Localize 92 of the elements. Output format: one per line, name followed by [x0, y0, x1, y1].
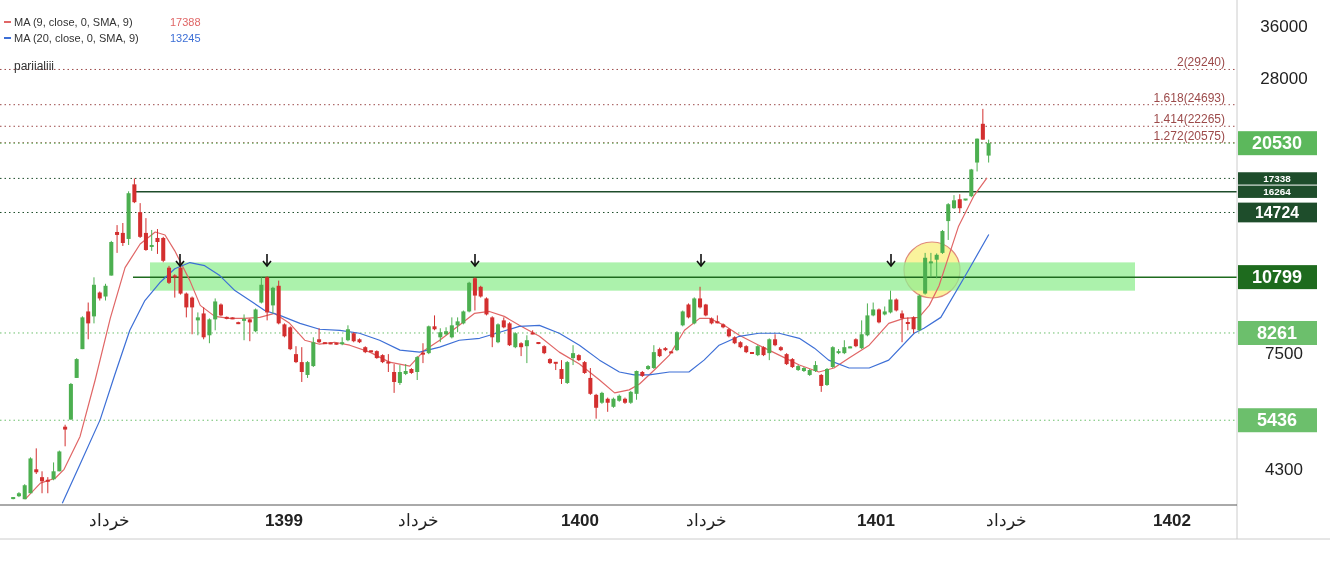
line-series: [24, 177, 988, 500]
candlestick: [242, 313, 247, 341]
candlestick: [213, 297, 218, 331]
candlestick: [830, 345, 835, 369]
candlestick: [420, 342, 425, 364]
candlestick: [34, 447, 39, 475]
candlestick: [161, 236, 166, 263]
candlestick: [195, 311, 200, 336]
ref-line-label: 14724: [1255, 203, 1300, 221]
candlestick: [524, 334, 529, 364]
ref-line-label: 5436: [1256, 410, 1298, 431]
candlestick: [444, 326, 449, 336]
candlestick: [571, 344, 576, 366]
candlestick: [946, 202, 951, 241]
candlestick: [594, 393, 599, 420]
candlestick: [270, 286, 275, 314]
candlestick: [507, 321, 512, 347]
candlestick: [986, 139, 991, 164]
candlestick: [172, 273, 177, 299]
legend-label: MA (20, close, 0, SMA, 9): [14, 32, 139, 44]
candlestick: [63, 424, 68, 447]
candlestick: [565, 360, 570, 385]
candlestick: [132, 177, 137, 204]
candlestick: [773, 333, 778, 347]
x-tick-label: 1399: [265, 511, 303, 530]
candlestick: [299, 346, 304, 383]
line-series: [61, 233, 990, 504]
candlestick: [674, 330, 679, 352]
candlestick: [184, 292, 189, 318]
candlestick: [397, 364, 402, 386]
x-tick-label: 1402: [1153, 511, 1191, 530]
candlestick: [900, 309, 905, 343]
annotation: 1.272(20575): [1153, 128, 1225, 143]
candlestick: [207, 317, 212, 344]
candlestick: [115, 224, 120, 254]
annotation: 1.414(22265): [1153, 112, 1225, 127]
y-tick-label: 36000: [1260, 17, 1308, 37]
candlestick: [767, 337, 772, 361]
candlestick: [957, 193, 962, 214]
candlestick: [392, 363, 397, 394]
candlestick: [247, 317, 252, 342]
annotation: 1.618(24693): [1153, 90, 1225, 105]
candlestick: [86, 302, 91, 340]
candlestick: [975, 137, 980, 172]
x-tick-label: 1401: [857, 511, 895, 530]
candlestick: [495, 322, 501, 344]
candlestick: [449, 316, 454, 339]
annotation: 2(29240): [1176, 55, 1225, 70]
ref-line-label: 17338: [1263, 172, 1292, 184]
candlestick: [259, 276, 264, 304]
y-tick-label: 4300: [1265, 460, 1303, 480]
candlestick: [415, 355, 420, 381]
candlestick: [484, 296, 489, 316]
candlestick: [155, 228, 160, 255]
candlestick: [634, 370, 639, 401]
candlestick: [490, 315, 495, 348]
ref-line-label: 10799: [1251, 267, 1303, 288]
candlestick: [190, 296, 195, 335]
y-tick-label: 7500: [1265, 344, 1303, 364]
candlestick: [288, 325, 293, 351]
ref-line-label: 16264: [1263, 185, 1292, 197]
annotation: 17388: [170, 16, 201, 28]
candlestick: [143, 217, 148, 252]
candlestick: [472, 276, 477, 311]
candlestick: [698, 286, 703, 310]
candlestick: [940, 229, 945, 255]
annotation: pariialiii: [14, 59, 55, 73]
legend-label: MA (9, close, 0, SMA, 9): [14, 16, 133, 28]
y-tick-label: 28000: [1260, 69, 1308, 89]
ref-line-label: 20530: [1251, 133, 1303, 154]
candlestick: [934, 252, 939, 279]
annotation: 13245: [170, 32, 201, 44]
x-tick-label: خرداد: [397, 511, 439, 531]
candlestick: [317, 327, 322, 344]
candlestick: [651, 344, 656, 370]
candlestick: [166, 265, 172, 285]
candlestick: [40, 470, 45, 494]
candlestick: [74, 357, 79, 379]
candlestick: [928, 252, 933, 278]
candlestick: [201, 306, 206, 340]
candlestick: [293, 345, 299, 364]
x-tick-label: 1400: [561, 511, 599, 530]
x-tick-label: خرداد: [985, 511, 1027, 531]
candlestick: [559, 359, 564, 385]
candlestick: [588, 367, 593, 396]
candlestick: [149, 229, 154, 252]
x-tick-label: خرداد: [89, 511, 131, 531]
ref-line-label: 8261: [1256, 323, 1298, 344]
candlestick: [519, 341, 524, 357]
x-tick-label: خرداد: [685, 511, 727, 531]
candlestick: [980, 108, 985, 141]
candlestick: [120, 222, 125, 247]
